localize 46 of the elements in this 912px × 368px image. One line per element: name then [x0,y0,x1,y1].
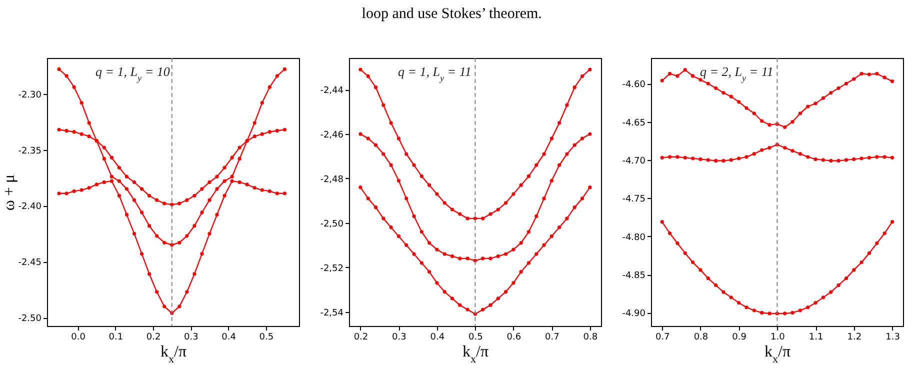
x-axis-title: k$_{x}$/π [160,344,187,366]
annotation: q = 2, L$_{y}$ = 11 [700,64,774,83]
x-axis-title: k$_{x}$/π [764,344,791,366]
y-tick-label: -4.75 [622,194,646,205]
y-axis-title: ω + μ [1,174,18,211]
x-tick-label: 0.4 [222,332,236,342]
x-tick-label: 0.1 [108,332,124,342]
x-tick-label: 1.0 [770,332,786,342]
y-tick-label: -4.85 [622,271,646,282]
y-tick-label: -2,44 [320,86,344,96]
x-tick-label: 1.3 [886,332,900,342]
annotation: q = 1, L$_{y}$ = 10 [96,64,170,83]
y-tick-label: -2,50 [320,219,344,230]
x-tick-label: 0.2 [354,332,368,342]
x-tick-label: 0.8 [694,332,708,342]
x-tick-label: 0.6 [506,332,522,342]
x-tick-label: 0.7 [655,332,670,342]
x-tick-label: 0.5 [468,332,483,342]
x-tick-label: 0.4 [430,332,445,342]
y-tick-label: -2,46 [320,130,344,140]
x-tick-label: 0.8 [583,332,598,342]
x-tick-label: 0.2 [146,332,161,342]
y-tick-label: -2.30 [18,90,42,100]
y-tick-label: -2,54 [320,308,344,318]
x-tick-label: 0.0 [71,332,86,342]
y-tick-label: -2,48 [320,174,344,185]
y-tick-label: -2.50 [18,314,42,324]
x-tick-label: 0.7 [545,332,560,342]
x-axis-title: k$_{x}$/π [462,344,489,366]
y-tick-label: -4.80 [622,232,646,243]
y-tick-label: -4.65 [622,118,646,128]
x-tick-label: 0.3 [184,332,198,342]
y-tick-label: -2,52 [320,264,344,274]
y-tick-label: -2.45 [18,258,42,268]
y-tick-label: -2.35 [18,146,42,156]
text: loop and use Stokes’ theorem. [362,6,542,22]
y-tick-label: -4.90 [622,309,646,320]
x-tick-label: 0.9 [732,332,747,342]
y-tick-label: -4.70 [622,156,646,166]
y-tick-label: -4.60 [622,80,646,90]
y-tick-label: -2.40 [18,202,42,212]
x-tick-label: 1.2 [847,332,862,342]
x-tick-label: 1.1 [808,332,824,342]
annotation: q = 1, L$_{y}$ = 11 [398,64,472,83]
x-tick-label: 0.3 [392,332,406,342]
x-tick-label: 0.5 [259,332,274,342]
